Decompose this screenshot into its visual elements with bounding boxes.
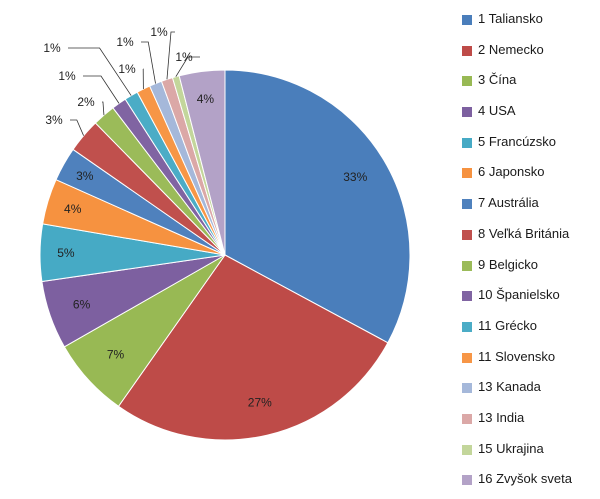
callout-line [70, 119, 84, 136]
legend-item: 3 Čína [462, 69, 598, 100]
legend-swatch [462, 352, 472, 363]
slice-data-label: 3% [76, 169, 94, 183]
callout-line [175, 56, 200, 77]
legend-swatch [462, 168, 472, 179]
legend-label: 13 Kanada [478, 379, 541, 395]
legend-swatch [462, 45, 472, 56]
legend-label: 9 Belgicko [478, 256, 538, 272]
slice-data-label: 1% [43, 41, 61, 55]
legend-label: 11 Slovensko [478, 348, 556, 364]
legend-swatch [462, 260, 472, 271]
pie-slice [224, 69, 411, 344]
pie-slice [178, 69, 226, 256]
legend-item: 13 Kanada [462, 376, 598, 407]
legend-label: 2 Nemecko [478, 41, 544, 57]
legend-label: 5 Francúzsko [478, 133, 557, 149]
slice-data-label: 7% [107, 348, 125, 362]
callout-line [68, 47, 132, 96]
legend-label: 15 Ukrajina [478, 440, 544, 456]
slice-data-label: 33% [343, 170, 367, 184]
slice-data-label: 2% [77, 95, 95, 109]
legend-item: 7 Austrália [462, 192, 598, 223]
slice-data-label: 27% [248, 396, 272, 410]
callout-line [141, 41, 156, 84]
legend-swatch [462, 107, 472, 118]
chart-legend: 1 Taliansko 2 Nemecko 3 Čína 4 USA 5 Francúz… [462, 8, 598, 499]
legend-label: 6 Japonsko [478, 164, 545, 180]
slice-data-label: 5% [57, 246, 75, 260]
legend-swatch [462, 76, 472, 87]
legend-swatch [462, 229, 472, 240]
slice-data-label: 1% [175, 50, 193, 64]
slice-data-label: 1% [116, 35, 134, 49]
legend-swatch [462, 383, 472, 394]
legend-item: 8 Veľká Británia [462, 223, 598, 254]
legend-item: 15 Ukrajina [462, 438, 598, 469]
callout-line [102, 101, 105, 116]
legend-label: 13 India [478, 409, 525, 425]
pie-slices [39, 69, 411, 441]
legend-swatch [462, 137, 472, 148]
legend-item: 11 Slovensko [462, 346, 598, 377]
legend-label: 4 USA [478, 103, 516, 119]
callout-line [83, 75, 120, 104]
legend-item: 11 Grécko [462, 315, 598, 346]
legend-label: 3 Čína [478, 72, 517, 88]
legend-label: 1 Taliansko [478, 11, 543, 26]
slice-data-label: 1% [118, 62, 136, 76]
legend-label: 16 Zvyšok sveta [478, 471, 572, 487]
legend-swatch [462, 291, 472, 302]
pie-slice [117, 254, 389, 441]
legend-item: 10 Španielsko [462, 284, 598, 315]
legend-swatch [462, 444, 472, 455]
slice-data-label: 6% [73, 297, 91, 311]
legend-item: 13 India [462, 407, 598, 438]
legend-label: 8 Veľká Británia [478, 225, 570, 241]
legend-swatch [462, 413, 472, 424]
legend-swatch [462, 15, 472, 25]
slice-data-label: 3% [45, 113, 63, 127]
callout-line [166, 31, 175, 80]
legend-item: 1 Taliansko [462, 8, 598, 39]
legend-item: 5 Francúzsko [462, 131, 598, 162]
slice-data-label: 1% [58, 69, 76, 83]
legend-item: 4 USA [462, 100, 598, 131]
legend-swatch [462, 321, 472, 332]
legend-item: 6 Japonsko [462, 161, 598, 192]
legend-swatch [462, 475, 472, 486]
slice-data-label: 4% [197, 92, 215, 106]
slice-data-label: 1% [150, 25, 168, 39]
legend-item: 2 Nemecko [462, 39, 598, 70]
legend-label: 11 Grécko [478, 317, 538, 333]
legend-swatch [462, 199, 472, 210]
legend-item: 9 Belgicko [462, 254, 598, 285]
slice-data-label: 4% [64, 202, 82, 216]
legend-label: 10 Španielsko [478, 287, 560, 303]
pie-labels: 33%27%7%6%5%4%3%3%2%1%1%1%1%1%1%4% [43, 25, 367, 410]
legend-item: 16 Zvyšok sveta [462, 468, 598, 499]
legend-label: 7 Austrália [478, 195, 539, 211]
